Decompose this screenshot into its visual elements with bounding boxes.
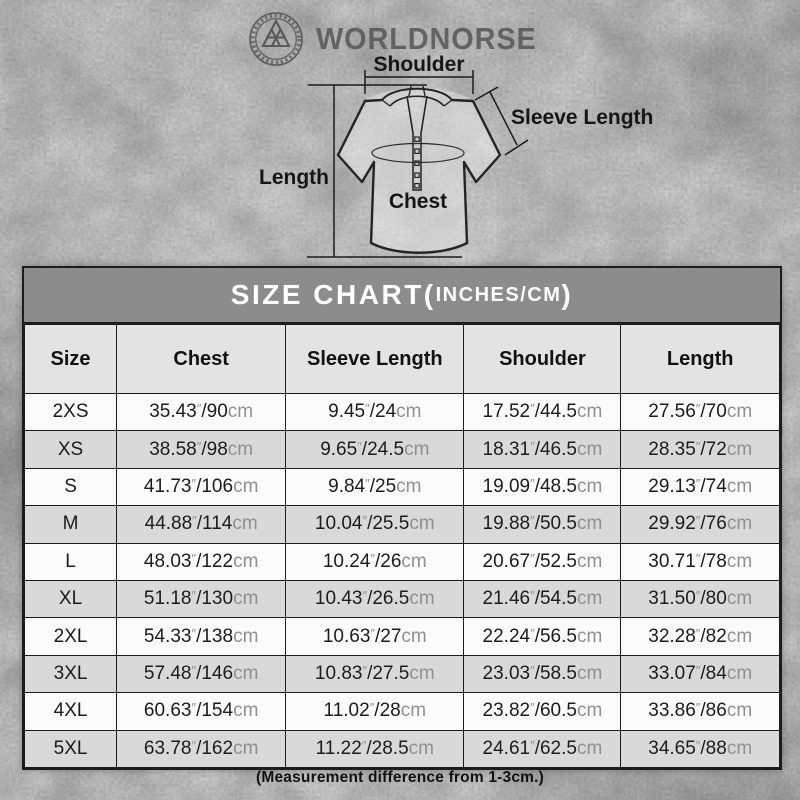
cell-sleeve: 9.65″/24.5cm: [285, 430, 465, 469]
diagram-label-sleeve-length: Sleeve Length: [511, 106, 653, 129]
cell-chest: 38.58″/98cm: [116, 430, 287, 469]
cell-chest: 44.88″/114cm: [116, 505, 287, 544]
cell-sleeve: 10.83″/27.5cm: [285, 654, 465, 694]
header-row: Size Chest Sleeve Length Shoulder Length: [23, 324, 780, 394]
table-row: 2XS 35.43″/90cm 9.45″/24cm 17.52″/44.5cm…: [23, 392, 780, 432]
cell-chest: 35.43″/90cm: [116, 392, 287, 432]
cell-length: 31.50″/80cm: [620, 579, 780, 619]
table-row: S 41.73″/106cm 9.84″/25cm 19.09″/48.5cm …: [23, 467, 780, 507]
cell-shoulder: 20.67″/52.5cm: [463, 542, 622, 581]
cell-length: 30.71″/78cm: [620, 542, 780, 581]
cell-shoulder: 18.31″/46.5cm: [463, 430, 622, 469]
size-chart-title: SIZE CHART(INCHES/CM): [24, 268, 780, 324]
cell-size: 5XL: [23, 729, 118, 768]
cell-shoulder: 23.82″/60.5cm: [463, 692, 622, 731]
col-header-chest: Chest: [116, 324, 287, 394]
table-row: 3XL 57.48″/146cm 10.83″/27.5cm 23.03″/58…: [23, 654, 780, 694]
cell-size: 3XL: [23, 654, 118, 694]
cell-chest: 41.73″/106cm: [116, 467, 287, 507]
cell-size: XL: [23, 579, 118, 619]
cell-length: 33.86″/86cm: [620, 692, 780, 731]
col-header-size: Size: [23, 324, 118, 394]
measurement-note: (Measurement difference from 1-3cm.): [255, 769, 544, 786]
cell-sleeve: 10.04″/25.5cm: [285, 505, 465, 544]
cell-sleeve: 11.22″/28.5cm: [285, 729, 465, 768]
title-units: INCHES/CM: [435, 283, 562, 306]
diagram-label-shoulder: Shoulder: [373, 53, 464, 76]
cell-length: 29.13″/74cm: [620, 467, 780, 507]
cell-size: XS: [23, 430, 118, 469]
cell-length: 33.07″/84cm: [620, 654, 780, 694]
col-header-sleeve-length: Sleeve Length: [285, 324, 465, 394]
cell-sleeve: 11.02″/28cm: [285, 692, 465, 731]
table-row: M 44.88″/114cm 10.04″/25.5cm 19.88″/50.5…: [23, 505, 780, 544]
cell-length: 27.56″/70cm: [620, 392, 780, 432]
title-main: SIZE CHART: [230, 279, 424, 310]
table-row: XL 51.18″/130cm 10.43″/26.5cm 21.46″/54.…: [23, 579, 780, 619]
cell-size: 2XS: [23, 392, 118, 432]
cell-sleeve: 10.43″/26.5cm: [285, 579, 465, 619]
cell-chest: 48.03″/122cm: [116, 542, 287, 581]
cell-length: 29.92″/76cm: [620, 505, 780, 544]
cell-size: 4XL: [23, 692, 118, 731]
cell-size: L: [23, 542, 118, 581]
col-header-shoulder: Shoulder: [463, 324, 622, 394]
cell-chest: 51.18″/130cm: [116, 579, 287, 619]
cell-shoulder: 19.09″/48.5cm: [463, 467, 622, 507]
cell-sleeve: 9.84″/25cm: [285, 467, 465, 507]
cell-chest: 54.33″/138cm: [116, 617, 287, 656]
col-header-length: Length: [620, 324, 780, 394]
table-row: L 48.03″/122cm 10.24″/26cm 20.67″/52.5cm…: [23, 542, 780, 581]
cell-chest: 60.63″/154cm: [116, 692, 287, 731]
cell-shoulder: 22.24″/56.5cm: [463, 617, 622, 656]
cell-length: 32.28″/82cm: [620, 617, 780, 656]
cell-chest: 57.48″/146cm: [116, 654, 287, 694]
cell-sleeve: 10.63″/27cm: [285, 617, 465, 656]
cell-sleeve: 10.24″/26cm: [285, 542, 465, 581]
cell-length: 34.65″/88cm: [620, 729, 780, 768]
cell-shoulder: 19.88″/50.5cm: [463, 505, 622, 544]
cell-length: 28.35″/72cm: [620, 430, 780, 469]
cell-size: M: [23, 505, 118, 544]
diagram-label-length: Length: [259, 166, 329, 189]
cell-chest: 63.78″/162cm: [116, 729, 287, 768]
table-row: XS 38.58″/98cm 9.65″/24.5cm 18.31″/46.5c…: [23, 430, 780, 469]
cell-shoulder: 17.52″/44.5cm: [463, 392, 622, 432]
size-chart-table: SIZE CHART(INCHES/CM) Size Chest Sleeve …: [22, 266, 782, 770]
cell-size: S: [23, 467, 118, 507]
cell-shoulder: 24.61″/62.5cm: [463, 729, 622, 768]
cell-sleeve: 9.45″/24cm: [285, 392, 465, 432]
diagram-label-chest: Chest: [389, 190, 447, 213]
cell-size: 2XL: [23, 617, 118, 656]
shirt-outline: [336, 85, 502, 254]
cell-shoulder: 23.03″/58.5cm: [463, 654, 622, 694]
cell-shoulder: 21.46″/54.5cm: [463, 579, 622, 619]
table-row: 4XL 60.63″/154cm 11.02″/28cm 23.82″/60.5…: [23, 692, 780, 731]
shirt-measurement-diagram: Shoulder Sleeve Length Length Chest: [259, 53, 653, 258]
table-row: 2XL 54.33″/138cm 10.63″/27cm 22.24″/56.5…: [23, 617, 780, 656]
table-row: 5XL 63.78″/162cm 11.22″/28.5cm 24.61″/62…: [23, 729, 780, 768]
